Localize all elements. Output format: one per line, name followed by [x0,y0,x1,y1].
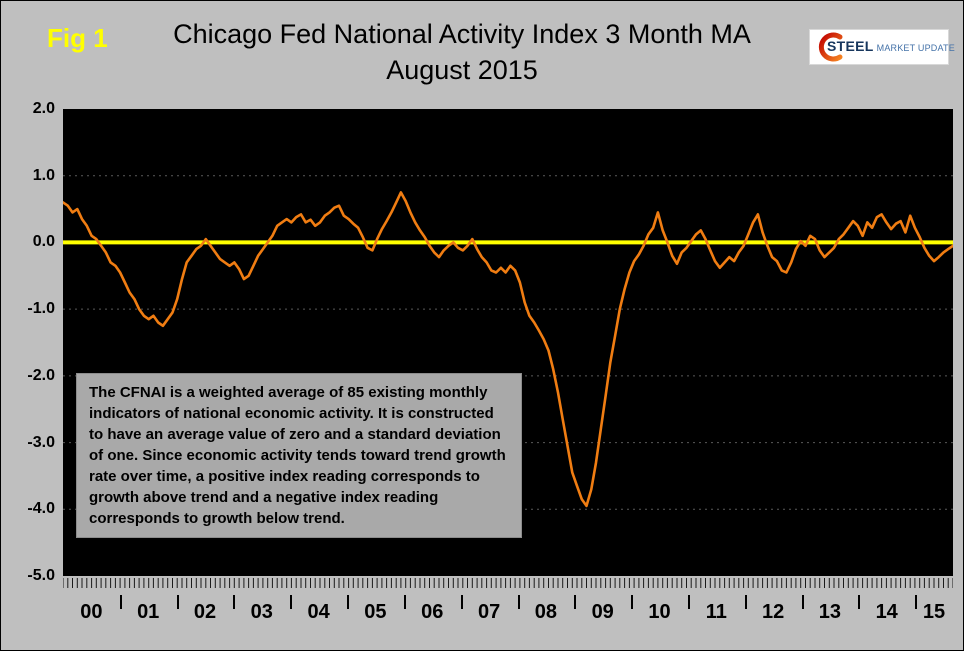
annotation-box: The CFNAI is a weighted average of 85 ex… [76,373,522,538]
y-tick-label: -1.0 [27,300,55,318]
x-year-label: 12 [761,601,785,623]
figure-label: Fig 1 [47,23,108,53]
year-boundary-tick [801,595,804,609]
year-boundary-tick [858,595,861,609]
year-boundary-tick [915,595,918,609]
logo-text-primary: STEEL [827,38,874,54]
x-year-label: 07 [477,601,501,623]
year-boundary-tick [347,595,349,609]
y-tick-label: -3.0 [27,433,55,451]
logo-swoosh-icon [818,32,843,62]
x-year-label: 10 [648,601,671,623]
year-boundary-tick [631,595,634,609]
year-boundary-tick [233,595,236,609]
year-boundary-tick [517,595,520,609]
x-year-label: 04 [307,601,330,623]
year-boundary-tick [574,595,577,609]
year-boundary-tick [119,595,122,609]
x-year-label: 00 [80,601,103,623]
year-boundary-tick [403,595,406,609]
y-tick-label: -2.0 [27,366,55,384]
y-tick-label: 2.0 [32,100,55,117]
y-tick-label: -5.0 [27,567,55,584]
chart-subtitle: August 2015 [386,54,538,85]
x-year-label: 14 [875,601,898,623]
year-boundary-tick [744,595,747,609]
y-tick-label: -4.0 [27,500,55,518]
year-boundary-tick [290,595,293,609]
x-year-label: 15 [922,601,946,623]
year-boundary-tick [687,595,690,609]
x-year-label: 01 [137,601,160,623]
chart-title: Chicago Fed National Activity Index 3 Mo… [173,19,751,49]
x-year-label: 02 [193,601,217,623]
x-year-label: 09 [591,601,614,623]
y-tick-label: 1.0 [32,166,55,184]
logo-text-secondary: MARKET UPDATE [876,43,955,53]
x-year-label: 11 [705,601,727,623]
x-year-label: 03 [250,601,273,623]
x-axis-month-ticks [63,578,953,588]
steel-market-update-logo: STEEL MARKET UPDATE [809,29,955,65]
x-year-label: 13 [818,601,842,623]
logo-text: STEEL MARKET UPDATE [827,38,955,56]
x-axis-year-labels: 00 01 02 03 04 05 06 07 08 09 10 11 12 13 14 15 [63,591,953,637]
year-boundary-tick [460,595,463,609]
x-year-label: 06 [421,601,444,623]
x-year-label: 05 [364,601,387,623]
title-block: Chicago Fed National Activity Index 3 Mo… [131,17,793,88]
y-axis: 2.0 1.0 0.0 -1.0 -2.0 -3.0 -4.0 -5.0 [1,100,58,584]
x-year-label: 08 [534,601,558,623]
year-boundary-tick [176,595,179,609]
y-tick-label: 0.0 [32,233,55,251]
